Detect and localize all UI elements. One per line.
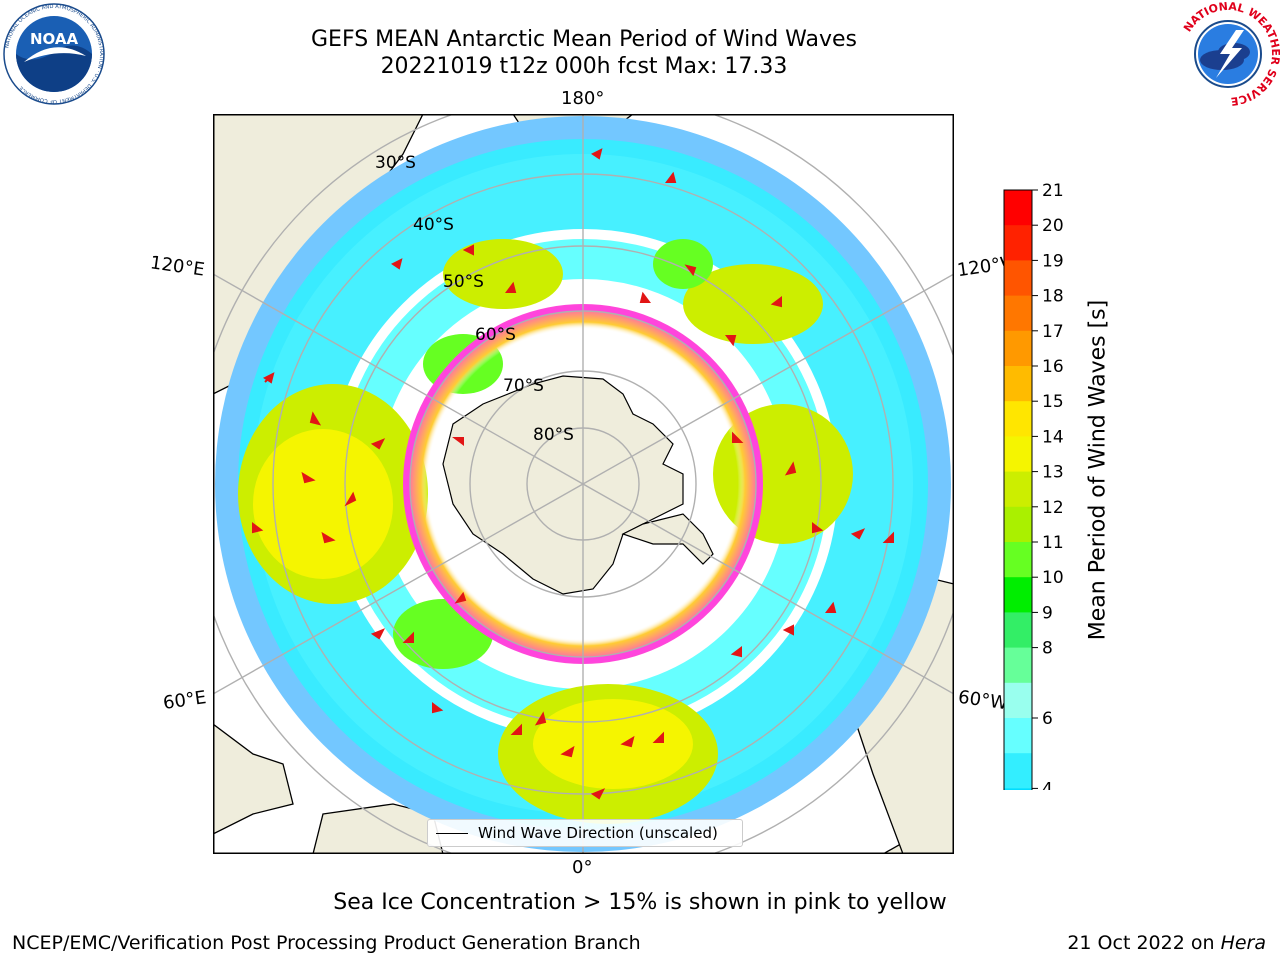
colorbar-segment — [1004, 542, 1032, 578]
colorbar-segment — [1004, 753, 1032, 789]
colorbar-tick-label: 8 — [1042, 639, 1053, 659]
colorbar-title: Mean Period of Wind Waves [s] — [1085, 299, 1111, 641]
colorbar-tick-label: 20 — [1042, 216, 1064, 236]
machine-name: Hera — [1220, 932, 1266, 954]
legend-label: Wind Wave Direction (unscaled) — [478, 824, 718, 842]
colorbar-segment — [1004, 718, 1032, 754]
colorbar: 21201918171615141312111098642 — [1003, 181, 1064, 790]
noaa-text: NOAA — [30, 30, 79, 48]
colorbar-tick-label: 4 — [1042, 779, 1053, 790]
lon-label-120e: 120°E — [148, 252, 206, 281]
colorbar-segment — [1004, 190, 1032, 226]
colorbar-tick-label: 14 — [1042, 427, 1064, 447]
colorbar-segment — [1004, 436, 1032, 473]
colorbar-segment — [1004, 366, 1032, 402]
date-stamp: 21 Oct 2022 on Hera — [1067, 932, 1266, 954]
colorbar-segment — [1004, 506, 1032, 543]
sea-ice-note: Sea Ice Concentration > 15% is shown in … — [333, 890, 947, 915]
colorbar-segment — [1004, 788, 1032, 790]
colorbar-tick-label: 11 — [1042, 533, 1064, 553]
colorbar-segment — [1004, 612, 1032, 649]
colorbar-tick-label: 16 — [1042, 357, 1064, 377]
lat-label-70s: 70°S — [503, 376, 544, 396]
lat-label-80s: 80°S — [533, 425, 574, 445]
credit-text: NCEP/EMC/Verification Post Processing Pr… — [12, 932, 641, 954]
polar-map: 30°S 40°S 50°S 60°S 70°S 80°S — [213, 114, 954, 854]
colorbar-tick-label: 17 — [1042, 322, 1064, 342]
colorbar-segment — [1004, 682, 1032, 719]
colorbar-tick-label: 13 — [1042, 463, 1064, 483]
lat-label-60s: 60°S — [475, 325, 516, 345]
colorbar-tick-label: 10 — [1042, 568, 1064, 588]
wave-direction-arrows — [252, 148, 894, 800]
lon-label-0: 0° — [572, 857, 593, 878]
colorbar-tick-label: 18 — [1042, 287, 1064, 307]
chart-title: GEFS MEAN Antarctic Mean Period of Wind … — [311, 27, 857, 52]
colorbar-tick-label: 21 — [1042, 181, 1064, 201]
lat-label-30s: 30°S — [375, 153, 416, 173]
date-prefix: 21 Oct 2022 on — [1067, 932, 1221, 954]
noaa-logo: NATIONAL OCEANIC AND ATMOSPHERIC ADMINIS… — [3, 3, 105, 105]
colorbar-segment — [1004, 260, 1032, 297]
chart-subtitle: 20221019 t12z 000h fcst Max: 17.33 — [380, 54, 788, 79]
latitude-labels: 30°S 40°S 50°S 60°S 70°S 80°S — [375, 153, 574, 445]
antarctica — [442, 375, 684, 595]
lat-label-50s: 50°S — [443, 272, 484, 292]
legend-line-icon — [436, 832, 468, 834]
colorbar-segment — [1004, 295, 1032, 332]
colorbar-segment — [1004, 471, 1032, 508]
lon-label-60e: 60°E — [161, 687, 208, 714]
lon-label-180: 180° — [561, 88, 605, 109]
graticule — [213, 114, 954, 854]
lat-label-40s: 40°S — [413, 215, 454, 235]
colorbar-segment — [1004, 577, 1032, 613]
colorbar-tick-label: 9 — [1042, 603, 1053, 623]
colorbar-tick-label: 19 — [1042, 251, 1064, 271]
colorbar-segment — [1004, 330, 1032, 367]
nws-logo: NATIONAL WEATHER SERVICE — [1178, 2, 1280, 106]
map-legend: Wind Wave Direction (unscaled) — [427, 819, 743, 847]
colorbar-segment — [1004, 647, 1032, 684]
colorbar-tick-label: 15 — [1042, 392, 1064, 412]
colorbar-segment — [1004, 225, 1032, 261]
colorbar-tick-label: 6 — [1042, 709, 1053, 729]
colorbar-tick-label: 12 — [1042, 498, 1064, 518]
colorbar-segment — [1004, 401, 1032, 437]
